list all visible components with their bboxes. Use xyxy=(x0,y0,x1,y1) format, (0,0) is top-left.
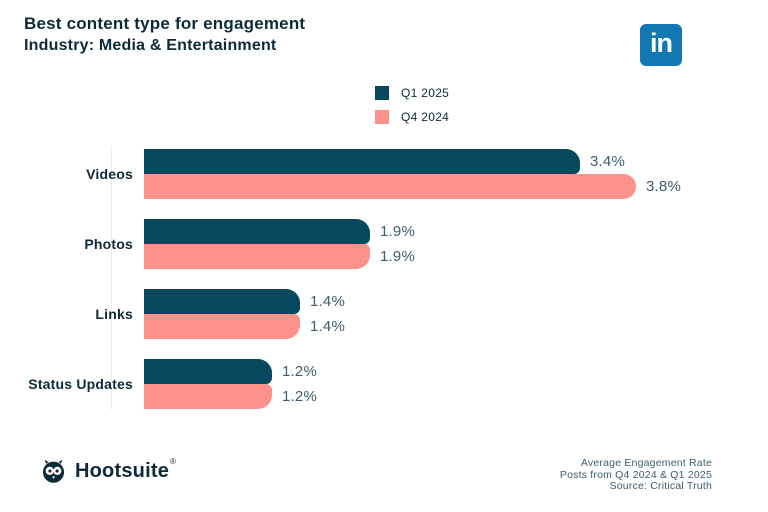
bar-value-label: 1.4% xyxy=(310,293,345,310)
bar-value-label: 1.9% xyxy=(380,248,415,265)
legend-swatch-icon xyxy=(375,86,389,100)
chart-legend: Q1 2025 Q4 2024 xyxy=(375,86,449,124)
bar-value-label: 3.8% xyxy=(646,178,681,195)
legend-swatch-icon xyxy=(375,110,389,124)
bar-q1-2025: 1.9% xyxy=(144,219,415,244)
chart-row: Photos 1.9% 1.9% xyxy=(0,219,768,269)
legend-label: Q4 2024 xyxy=(401,110,450,124)
linkedin-glyph: in xyxy=(650,27,673,58)
bar-q4-2024: 1.2% xyxy=(144,384,317,409)
chart-row: Links 1.4% 1.4% xyxy=(0,289,768,339)
page-subtitle: Industry: Media & Entertainment xyxy=(24,37,277,54)
category-label: Videos xyxy=(86,166,133,182)
bar-value-label: 1.2% xyxy=(282,363,317,380)
bar-q4-2024: 1.9% xyxy=(144,244,415,269)
linkedin-logo-icon: in xyxy=(640,24,682,66)
category-label: Status Updates xyxy=(28,376,133,392)
bar-q4-2024: 1.4% xyxy=(144,314,345,339)
source-note-line-2: Posts from Q4 2024 & Q1 2025 xyxy=(559,468,712,481)
legend-label: Q1 2025 xyxy=(401,86,450,100)
axis-line xyxy=(111,146,112,410)
bar-value-label: 1.4% xyxy=(310,318,345,335)
category-label: Photos xyxy=(84,236,133,252)
bar-value-label: 1.2% xyxy=(282,388,317,405)
bar-value-label: 1.9% xyxy=(380,223,415,240)
source-note-line-1: Average Engagement Rate xyxy=(580,457,712,469)
chart-row: Videos 3.4% 3.8% xyxy=(0,149,768,199)
bar-q1-2025: 3.4% xyxy=(144,149,625,174)
bar-value-label: 3.4% xyxy=(590,153,625,170)
bar-q1-2025: 1.4% xyxy=(144,289,345,314)
registered-mark: ® xyxy=(170,456,176,466)
source-note: Average Engagement Rate Posts from Q4 20… xyxy=(559,457,712,493)
bar-q4-2024: 3.8% xyxy=(144,174,681,199)
source-note-line-3: Source: Critical Truth xyxy=(609,480,712,492)
legend-item-0: Q1 2025 xyxy=(375,86,449,100)
hootsuite-wordmark: Hootsuite xyxy=(75,460,170,482)
hootsuite-logo: Hootsuite® xyxy=(40,456,176,485)
page-title: Best content type for engagement xyxy=(24,14,306,33)
bar-q1-2025: 1.2% xyxy=(144,359,317,384)
owl-icon xyxy=(42,459,65,483)
category-label: Links xyxy=(95,306,133,322)
legend-item-1: Q4 2024 xyxy=(375,110,449,124)
chart-row: Status Updates 1.2% 1.2% xyxy=(0,359,768,409)
